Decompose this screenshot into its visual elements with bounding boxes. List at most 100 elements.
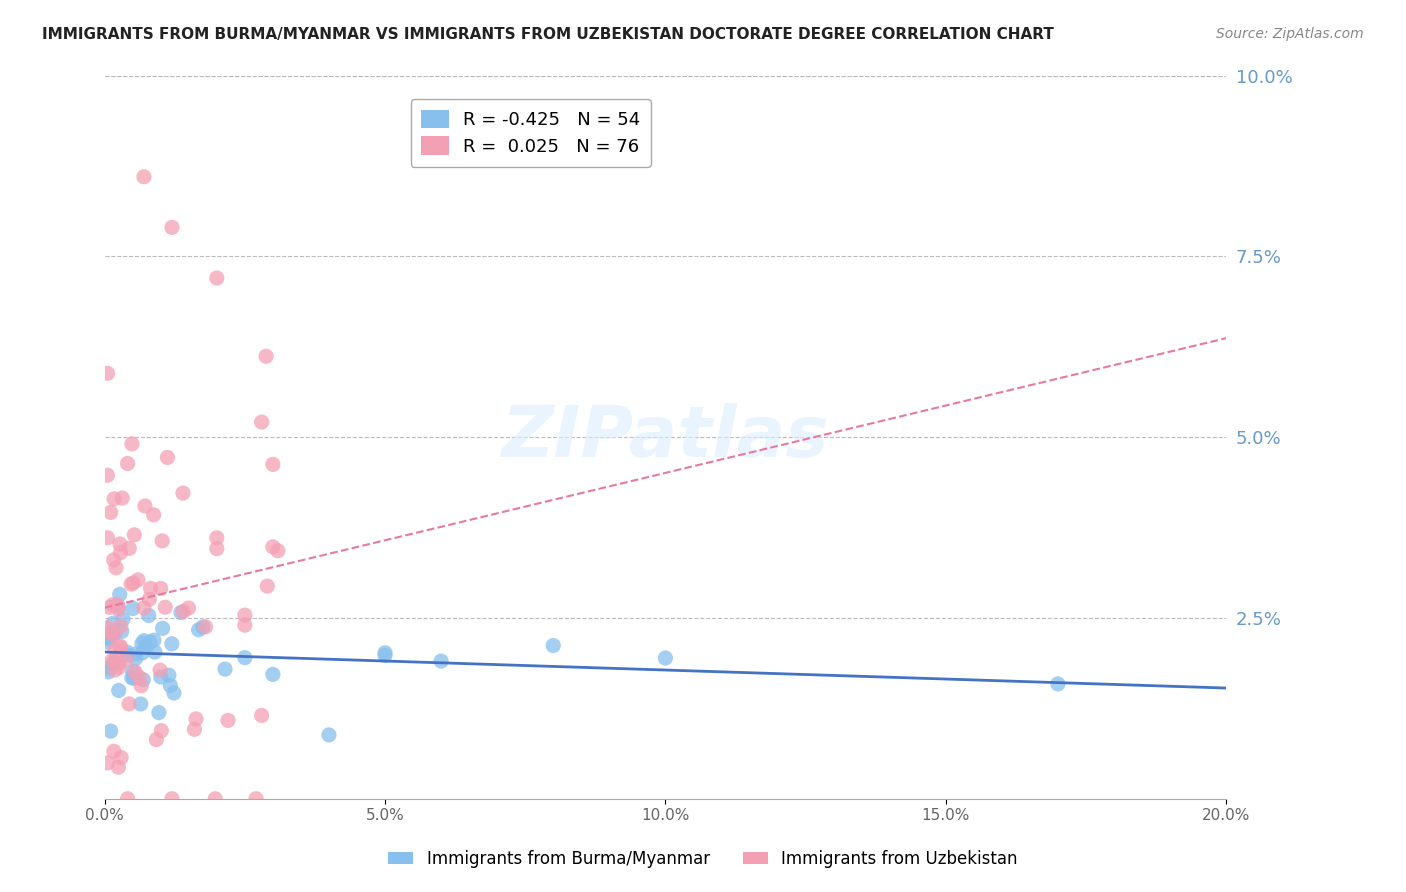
- Immigrants from Uzbekistan: [110, 546, 132, 560]
- Immigrants from Burma/Myanmar: [100, 724, 122, 739]
- Immigrants from Burma/Myanmar: [430, 654, 453, 668]
- Legend: R = -0.425   N = 54, R =  0.025   N = 76: R = -0.425 N = 54, R = 0.025 N = 76: [411, 99, 651, 167]
- Immigrants from Uzbekistan: [145, 732, 167, 747]
- Immigrants from Uzbekistan: [98, 600, 121, 615]
- Immigrants from Burma/Myanmar: [654, 651, 676, 665]
- Immigrants from Burma/Myanmar: [159, 679, 181, 693]
- Immigrants from Uzbekistan: [205, 541, 228, 556]
- Immigrants from Uzbekistan: [108, 657, 131, 671]
- Immigrants from Uzbekistan: [132, 601, 155, 615]
- Immigrants from Uzbekistan: [172, 486, 194, 500]
- Immigrants from Uzbekistan: [139, 582, 162, 596]
- Immigrants from Burma/Myanmar: [374, 646, 396, 660]
- Immigrants from Uzbekistan: [108, 537, 131, 551]
- Immigrants from Uzbekistan: [104, 663, 127, 677]
- Immigrants from Burma/Myanmar: [143, 645, 166, 659]
- Immigrants from Uzbekistan: [150, 533, 173, 548]
- Immigrants from Uzbekistan: [103, 553, 125, 567]
- Immigrants from Burma/Myanmar: [124, 647, 146, 661]
- Text: IMMIGRANTS FROM BURMA/MYANMAR VS IMMIGRANTS FROM UZBEKISTAN DOCTORATE DEGREE COR: IMMIGRANTS FROM BURMA/MYANMAR VS IMMIGRA…: [42, 27, 1054, 42]
- Immigrants from Burma/Myanmar: [101, 627, 124, 641]
- Immigrants from Uzbekistan: [117, 791, 139, 805]
- Immigrants from Burma/Myanmar: [103, 616, 125, 631]
- Immigrants from Burma/Myanmar: [163, 686, 186, 700]
- Immigrants from Burma/Myanmar: [170, 606, 193, 620]
- Immigrants from Uzbekistan: [124, 528, 146, 542]
- Immigrants from Uzbekistan: [115, 652, 138, 666]
- Immigrants from Burma/Myanmar: [96, 635, 118, 649]
- Immigrants from Uzbekistan: [233, 608, 256, 623]
- Immigrants from Uzbekistan: [142, 508, 165, 522]
- Immigrants from Burma/Myanmar: [107, 683, 129, 698]
- Immigrants from Uzbekistan: [172, 605, 194, 619]
- Immigrants from Uzbekistan: [121, 437, 143, 451]
- Immigrants from Burma/Myanmar: [541, 639, 564, 653]
- Immigrants from Burma/Myanmar: [148, 706, 170, 720]
- Immigrants from Uzbekistan: [204, 791, 226, 805]
- Immigrants from Burma/Myanmar: [98, 626, 121, 640]
- Immigrants from Burma/Myanmar: [115, 645, 138, 659]
- Immigrants from Uzbekistan: [245, 791, 267, 805]
- Point: [205, 271, 228, 285]
- Immigrants from Uzbekistan: [177, 601, 200, 615]
- Immigrants from Uzbekistan: [127, 573, 149, 587]
- Immigrants from Burma/Myanmar: [191, 620, 214, 634]
- Immigrants from Uzbekistan: [128, 671, 150, 685]
- Immigrants from Burma/Myanmar: [187, 623, 209, 637]
- Immigrants from Uzbekistan: [134, 499, 156, 513]
- Immigrants from Burma/Myanmar: [96, 632, 118, 646]
- Immigrants from Uzbekistan: [100, 505, 122, 519]
- Immigrants from Burma/Myanmar: [262, 667, 284, 681]
- Immigrants from Burma/Myanmar: [214, 662, 236, 676]
- Immigrants from Uzbekistan: [149, 663, 172, 677]
- Immigrants from Uzbekistan: [183, 723, 205, 737]
- Immigrants from Uzbekistan: [96, 468, 118, 483]
- Immigrants from Uzbekistan: [101, 598, 124, 612]
- Immigrants from Uzbekistan: [96, 756, 118, 770]
- Immigrants from Burma/Myanmar: [111, 624, 134, 639]
- Immigrants from Uzbekistan: [107, 602, 129, 616]
- Immigrants from Uzbekistan: [117, 457, 139, 471]
- Immigrants from Uzbekistan: [110, 640, 132, 654]
- Immigrants from Uzbekistan: [107, 760, 129, 774]
- Immigrants from Uzbekistan: [262, 458, 284, 472]
- Immigrants from Burma/Myanmar: [1046, 677, 1069, 691]
- Immigrants from Burma/Myanmar: [111, 612, 134, 626]
- Immigrants from Burma/Myanmar: [121, 665, 143, 679]
- Immigrants from Uzbekistan: [103, 744, 125, 758]
- Immigrants from Uzbekistan: [194, 620, 217, 634]
- Immigrants from Uzbekistan: [120, 577, 142, 591]
- Immigrants from Uzbekistan: [96, 367, 118, 381]
- Immigrants from Uzbekistan: [124, 665, 146, 679]
- Immigrants from Uzbekistan: [156, 450, 179, 465]
- Immigrants from Uzbekistan: [103, 627, 125, 641]
- Immigrants from Uzbekistan: [96, 531, 118, 545]
- Immigrants from Burma/Myanmar: [122, 671, 145, 685]
- Immigrants from Uzbekistan: [97, 621, 120, 635]
- Immigrants from Burma/Myanmar: [152, 621, 174, 635]
- Immigrants from Uzbekistan: [101, 654, 124, 668]
- Immigrants from Uzbekistan: [110, 619, 132, 633]
- Immigrants from Uzbekistan: [262, 540, 284, 554]
- Immigrants from Burma/Myanmar: [131, 636, 153, 650]
- Immigrants from Uzbekistan: [108, 640, 131, 655]
- Immigrants from Uzbekistan: [138, 592, 160, 607]
- Immigrants from Uzbekistan: [129, 679, 152, 693]
- Immigrants from Burma/Myanmar: [135, 640, 157, 654]
- Immigrants from Uzbekistan: [150, 723, 173, 738]
- Immigrants from Burma/Myanmar: [139, 635, 162, 649]
- Immigrants from Uzbekistan: [250, 708, 273, 723]
- Immigrants from Uzbekistan: [205, 531, 228, 545]
- Immigrants from Burma/Myanmar: [132, 633, 155, 648]
- Immigrants from Uzbekistan: [111, 491, 134, 505]
- Immigrants from Uzbekistan: [105, 560, 128, 574]
- Text: Source: ZipAtlas.com: Source: ZipAtlas.com: [1216, 27, 1364, 41]
- Immigrants from Uzbekistan: [103, 491, 125, 506]
- Immigrants from Burma/Myanmar: [318, 728, 340, 742]
- Immigrants from Burma/Myanmar: [160, 637, 183, 651]
- Immigrants from Burma/Myanmar: [233, 650, 256, 665]
- Immigrants from Burma/Myanmar: [132, 673, 155, 687]
- Immigrants from Burma/Myanmar: [97, 630, 120, 644]
- Immigrants from Uzbekistan: [104, 641, 127, 656]
- Immigrants from Burma/Myanmar: [129, 697, 152, 711]
